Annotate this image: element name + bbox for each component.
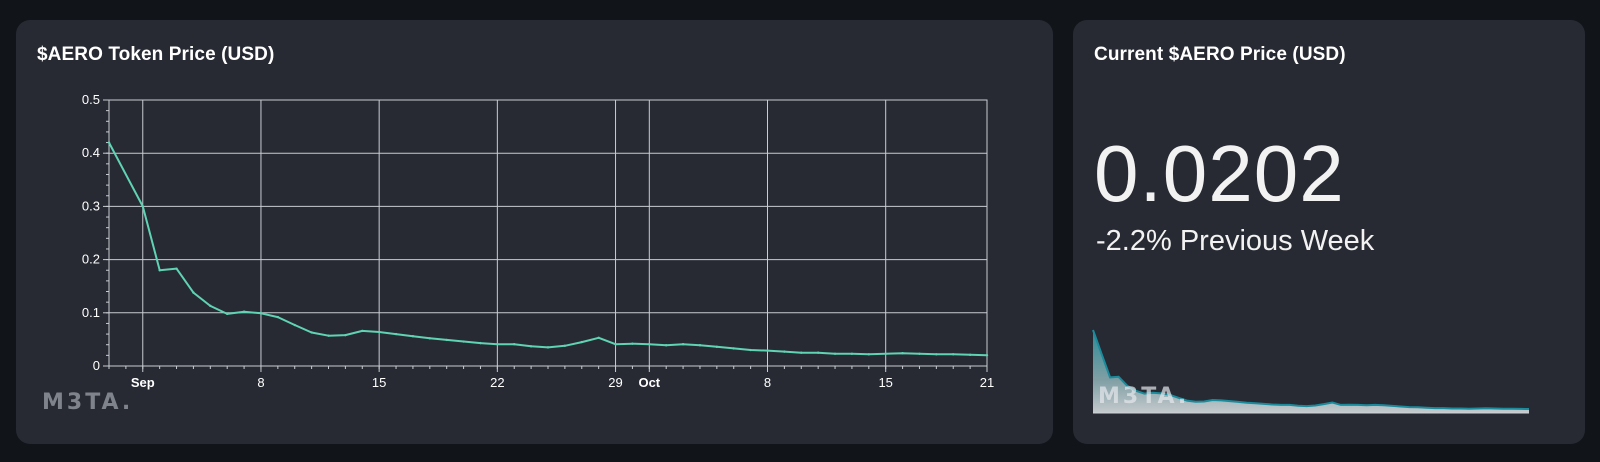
y-tick-label: 0.1 bbox=[82, 305, 100, 320]
x-tick-label: Oct bbox=[638, 375, 660, 390]
price-data-point bbox=[192, 291, 195, 294]
price-data-point bbox=[394, 332, 398, 336]
price-data-point bbox=[361, 329, 364, 333]
price-data-point bbox=[344, 333, 347, 337]
price-data-point bbox=[715, 345, 719, 349]
x-tick-label: 8 bbox=[257, 375, 264, 390]
m3ta-watermark-logo: M3TA. bbox=[42, 390, 134, 415]
price-data-point bbox=[614, 342, 617, 346]
price-data-point bbox=[732, 347, 735, 350]
price-data-point bbox=[225, 312, 229, 316]
y-tick-label: 0.3 bbox=[82, 198, 100, 213]
price-data-point bbox=[968, 353, 972, 357]
price-chart-title: $AERO Token Price (USD) bbox=[37, 44, 275, 65]
y-tick-label: 0.4 bbox=[82, 145, 100, 160]
price-data-point bbox=[259, 312, 263, 315]
price-data-point bbox=[783, 350, 786, 353]
x-tick-label: 22 bbox=[490, 375, 504, 390]
y-tick-label: 0.2 bbox=[82, 252, 100, 267]
price-data-point bbox=[529, 345, 533, 348]
price-data-point bbox=[209, 304, 212, 308]
price-data-point bbox=[496, 342, 499, 346]
price-data-point bbox=[563, 344, 567, 347]
price-data-point bbox=[698, 344, 702, 347]
price-data-point bbox=[242, 310, 246, 313]
sparkline-area bbox=[1093, 330, 1529, 413]
price-data-point bbox=[816, 351, 820, 354]
price-data-point bbox=[648, 342, 651, 346]
price-data-point bbox=[766, 349, 769, 352]
price-series-line bbox=[108, 142, 988, 357]
sparkline-line bbox=[1092, 329, 1530, 410]
price-data-point bbox=[681, 342, 685, 346]
price-data-point bbox=[985, 354, 989, 357]
price-data-point bbox=[428, 337, 432, 340]
x-tick-label: 21 bbox=[980, 375, 994, 390]
y-tick-label: 0 bbox=[93, 358, 100, 373]
price-data-point bbox=[901, 352, 904, 355]
plot-frame bbox=[108, 99, 988, 367]
price-data-point bbox=[850, 352, 854, 355]
current-price-panel: Current $AERO Price (USD) 0.0202 -2.2% P… bbox=[1073, 20, 1585, 444]
x-tick-label: 15 bbox=[372, 375, 386, 390]
price-data-point bbox=[107, 141, 111, 144]
price-data-point bbox=[867, 353, 871, 356]
price-data-point bbox=[462, 340, 465, 343]
price-data-point bbox=[158, 269, 161, 272]
price-data-point bbox=[276, 315, 280, 319]
price-sparkline bbox=[1092, 329, 1530, 414]
price-data-point bbox=[513, 342, 516, 346]
price-data-point bbox=[884, 352, 887, 355]
price-data-point bbox=[918, 352, 921, 355]
x-tick-label: 15 bbox=[878, 375, 892, 390]
price-chart-panel: $AERO Token Price (USD) 0 0.1 0.2 0.3 0.4 0.5… bbox=[16, 20, 1053, 444]
price-line-chart[interactable]: 0 0.1 0.2 0.3 0.4 0.5 Sep 8 15 22 29 Oct 8 15 21 bbox=[16, 20, 1053, 444]
price-data-point bbox=[141, 205, 144, 208]
weekly-change-text: -2.2% Previous Week bbox=[1096, 225, 1375, 257]
price-data-point bbox=[580, 340, 583, 344]
price-data-point bbox=[327, 334, 330, 337]
x-tick-label: Sep bbox=[131, 375, 155, 390]
price-data-point bbox=[411, 335, 415, 338]
price-data-point bbox=[833, 352, 837, 355]
price-data-point bbox=[310, 331, 313, 334]
price-data-point bbox=[175, 267, 178, 270]
price-data-point bbox=[749, 348, 752, 352]
current-price-value: 0.0202 bbox=[1094, 129, 1345, 218]
x-tick-label: 8 bbox=[764, 375, 771, 390]
price-data-point bbox=[445, 338, 448, 342]
m3ta-watermark-logo: M3TA. bbox=[1098, 384, 1190, 409]
y-tick-label: 0.5 bbox=[82, 92, 100, 107]
price-data-point bbox=[377, 330, 381, 334]
x-tick-label: 29 bbox=[608, 375, 622, 390]
price-data-point bbox=[935, 353, 938, 356]
price-data-point bbox=[952, 353, 955, 356]
price-data-point bbox=[479, 341, 482, 345]
price-data-point bbox=[664, 344, 668, 347]
price-data-point bbox=[293, 323, 296, 327]
price-data-point bbox=[631, 342, 634, 345]
current-price-title: Current $AERO Price (USD) bbox=[1094, 44, 1346, 65]
price-data-point bbox=[800, 351, 803, 354]
price-data-point bbox=[546, 346, 550, 349]
price-data-point bbox=[597, 336, 600, 340]
